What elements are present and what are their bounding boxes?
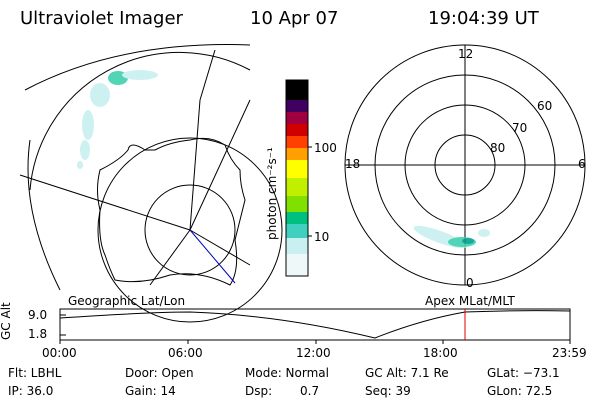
time-label: 19:04:39 UT	[428, 8, 539, 29]
polar-hour-18: 18	[345, 157, 361, 171]
timeline-ytick-9: 9.0	[28, 308, 48, 322]
footer-dsp-value: 0.7	[300, 384, 320, 398]
timeline-xtick-0600: 06:00	[168, 346, 203, 360]
polar-lat-70: 70	[512, 121, 528, 135]
footer-dsp-label: Dsp:	[245, 384, 273, 398]
footer-ip: IP: 36.0	[8, 384, 54, 398]
footer-mode: Mode: Normal	[245, 366, 329, 380]
polar-lat-60: 60	[537, 99, 553, 113]
footer-glon: GLon: 72.5	[487, 384, 553, 398]
timeline-xtick-1200: 12:00	[296, 346, 331, 360]
date-label: 10 Apr 07	[250, 8, 339, 29]
polar-hour-0: 0	[466, 276, 474, 290]
colorbar-label: photon cm⁻²s⁻¹	[265, 147, 279, 240]
timeline-plot	[59, 308, 571, 344]
colorbar-tick-100: 100	[314, 141, 337, 155]
timeline-ylabel: GC Alt	[0, 302, 13, 340]
pointing-line	[189, 229, 236, 284]
colorbar-tick-10: 10	[314, 230, 330, 244]
footer-glat: GLat: −73.1	[487, 366, 560, 380]
instrument-title: Ultraviolet Imager	[20, 8, 183, 29]
footer-gcalt: GC Alt: 7.1 Re	[365, 366, 449, 380]
aurora-left	[77, 70, 158, 169]
polar-hour-6: 6	[578, 157, 586, 171]
polar-plot	[344, 44, 586, 286]
timeline-xtick-1800: 18:00	[423, 346, 458, 360]
footer-seq: Seq: 39	[365, 384, 411, 398]
timeline-xtick-2359: 23:59	[552, 346, 587, 360]
polar-hour-12: 12	[458, 47, 474, 61]
timeline-ytick-1-8: 1.8	[28, 327, 48, 341]
aurora-right	[413, 225, 490, 249]
colorbar	[285, 79, 312, 277]
apex-label: Apex MLat/MLT	[425, 294, 515, 308]
timeline-xtick-0000: 00:00	[42, 346, 77, 360]
footer-gain: Gain: 14	[125, 384, 176, 398]
footer-door: Door: Open	[125, 366, 194, 380]
geographic-label: Geographic Lat/Lon	[68, 294, 186, 308]
footer-flt: Flt: LBHL	[8, 366, 62, 380]
polar-lat-80: 80	[490, 141, 506, 155]
